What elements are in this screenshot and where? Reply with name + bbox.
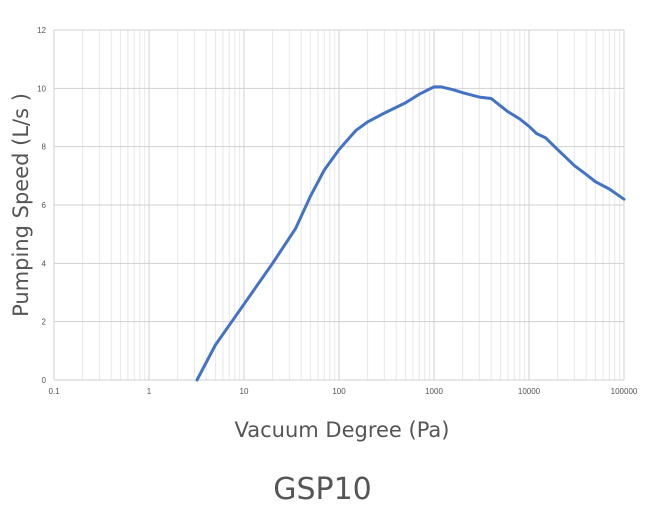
y-tick-label: 10: [37, 84, 46, 93]
y-axis-title: Pumping Speed (L/s ): [9, 93, 33, 317]
y-tick-label: 12: [37, 26, 46, 35]
x-tick-label: 0.1: [48, 387, 60, 396]
x-tick-label: 100: [332, 387, 346, 396]
x-tick-label: 1000: [425, 387, 443, 396]
x-tick-label: 10: [240, 387, 249, 396]
y-tick-label: 4: [42, 259, 47, 268]
major-gridlines: [53, 29, 625, 381]
model-title: GSP10: [273, 472, 372, 507]
pumping-speed-chart: 0.1 1 10 100 1000 10000 100000 0 2 4 6 8 10 12 Vacuu…: [9, 26, 638, 442]
y-tick-label: 8: [42, 143, 47, 152]
x-axis-title: Vacuum Degree (Pa): [235, 418, 450, 442]
x-tick-labels: 0.1 1 10 100 1000 10000 100000: [48, 387, 637, 396]
y-tick-label: 0: [42, 376, 47, 385]
pumping-speed-series-line: [195, 85, 626, 382]
y-tick-label: 2: [42, 318, 47, 327]
x-tick-label: 10000: [518, 387, 541, 396]
x-tick-label: 100000: [611, 387, 638, 396]
y-tick-labels: 0 2 4 6 8 10 12: [37, 26, 46, 385]
y-tick-label: 6: [42, 201, 47, 210]
x-tick-label: 1: [147, 387, 152, 396]
